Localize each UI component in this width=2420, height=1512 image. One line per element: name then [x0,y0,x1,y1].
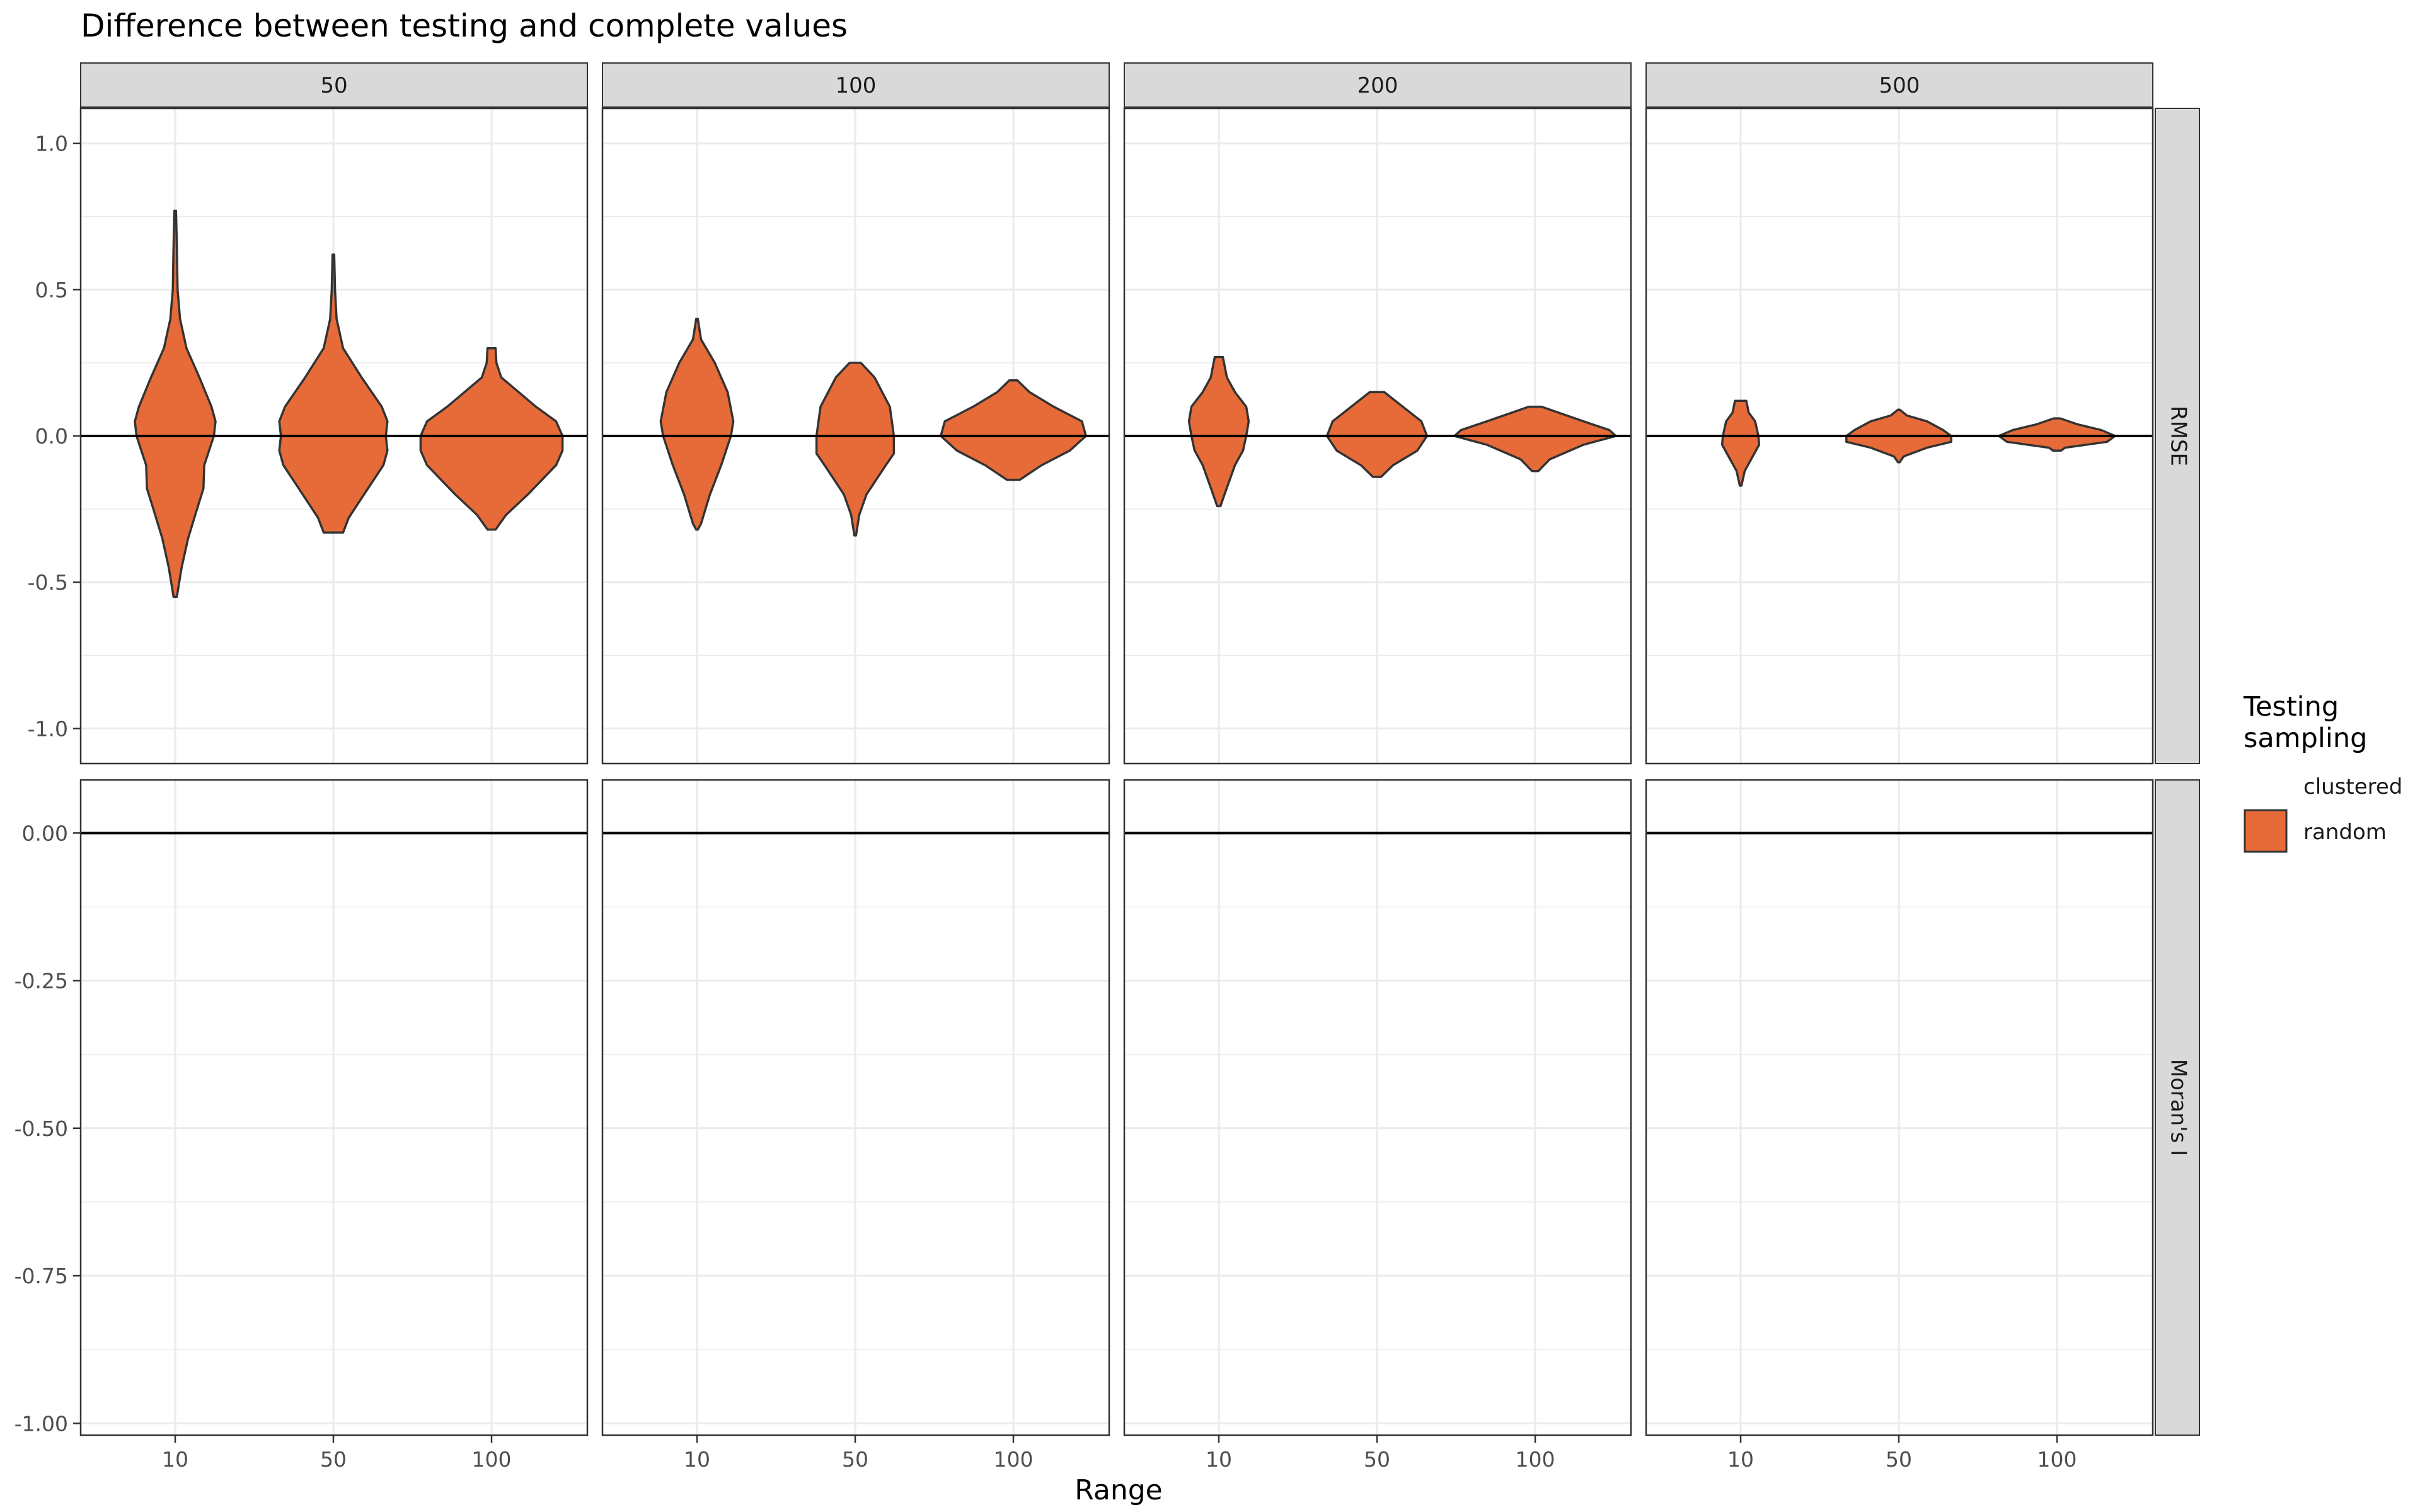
row-strip [2155,108,2200,764]
legend-key-random [2244,809,2288,853]
violin-50-100 [419,346,564,531]
panel-border [601,107,1110,765]
facet-label-100: 100 [836,73,877,98]
y-tick-label: -0.25 [14,969,68,994]
legend-label-clustered: clustered [2303,774,2402,799]
facet-strip-50 [80,62,588,108]
violin-200-10 [1187,355,1250,508]
x-tick-label: 10 [1206,1447,1232,1472]
plot-layer: 50 100 200 500 RMSE Moran's I 1.0 0.5 0.0 -0.5 -1.… [14,62,2402,1472]
y-tick-label: 0.00 [22,821,68,845]
facet-label-200: 200 [1357,73,1398,98]
x-tick-label: 10 [684,1447,710,1472]
x-tick-label: 100 [472,1447,512,1472]
y-tick-label: 1.0 [35,132,68,156]
y-tick-label: -1.00 [14,1411,68,1436]
violin-500-10 [1720,399,1761,487]
violin-200-50 [1325,391,1429,478]
facet-label-50: 50 [320,73,347,98]
x-tick-label: 100 [1516,1447,1555,1472]
panel-border [1123,107,1632,765]
y-tick-label: -1.0 [28,716,68,741]
x-tick-label: 10 [1727,1447,1754,1472]
x-tick-label: 50 [320,1447,347,1472]
facet-strip-500 [1645,62,2153,108]
panel-border [1645,107,2154,765]
x-tick-label: 100 [2037,1447,2077,1472]
x-axis-title: Range [1075,1474,1162,1506]
legend-label-random: random [2303,820,2387,845]
y-tick-label: -0.5 [28,570,68,595]
x-tick-label: 50 [1364,1447,1390,1472]
y-tick-label: 0.0 [35,424,68,449]
x-tick-label: 10 [162,1447,188,1472]
violin-50-10 [134,209,217,598]
x-tick-label: 100 [994,1447,1034,1472]
violin-50-50 [278,253,389,534]
y-tick-label: -0.50 [14,1116,68,1141]
row-facet-label: Moran's I [2166,1059,2191,1156]
facet-label-500: 500 [1879,73,1920,98]
violin-100-100 [940,379,1087,481]
y-tick-label: -0.75 [14,1264,68,1288]
legend-title: Testing sampling [2243,691,2367,754]
x-tick-label: 50 [842,1447,868,1472]
chart-title: Difference between testing and complete … [81,8,848,44]
violin-500-100 [1998,417,2116,452]
row-facet-label: RMSE [2166,406,2191,466]
facet-strip-200 [1124,62,1632,108]
row-strip [2155,779,2200,1436]
x-tick-label: 50 [1886,1447,1912,1472]
violin-100-10 [659,318,735,531]
violin-200-100 [1453,405,1617,472]
y-tick-label: 0.5 [35,278,68,302]
facet-strip-100 [602,62,1110,108]
